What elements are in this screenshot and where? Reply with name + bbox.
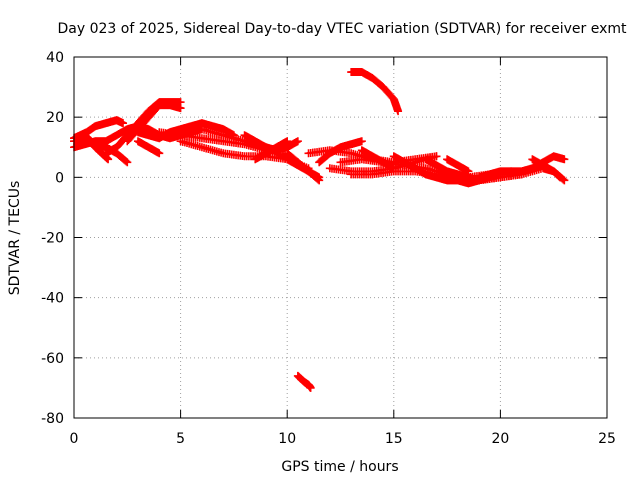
data-point [119,119,128,128]
data-point [306,383,315,392]
series-track-24 [475,152,569,182]
data-point [176,104,185,113]
y-tick-label: -60 [41,351,64,367]
y-tick-label: 20 [46,110,64,126]
x-axis-label: GPS time / hours [281,459,398,475]
data-point [122,157,131,166]
series-track-26 [347,68,403,116]
series-track-25 [528,155,565,182]
x-tick-label: 0 [70,431,79,447]
data-point [556,173,565,182]
data-point [123,158,132,167]
x-tick-label: 25 [598,431,616,447]
series-track-8 [133,137,164,158]
y-tick-label: -80 [41,411,64,427]
series-track-23 [443,155,473,176]
y-tick-label: 40 [46,50,64,66]
data-point [389,164,398,173]
data-point [293,137,302,146]
x-tick-label: 15 [385,431,403,447]
axis-ticks [73,56,608,419]
data-point [155,149,164,158]
y-tick-label: -20 [41,231,64,247]
data-point [283,137,292,146]
y-tick-label: 0 [55,170,64,186]
series-track-13 [251,137,292,164]
series-track-27 [293,371,315,392]
x-tick-label: 20 [491,431,509,447]
data-points [70,68,569,392]
data-point [315,176,324,185]
y-axis-label: SDTVAR / TECUs [7,181,23,296]
data-point [560,155,569,164]
data-point [104,155,113,164]
data-point [357,137,366,146]
y-tick-label: -40 [41,291,64,307]
data-point [432,152,441,161]
series-track-22 [421,155,526,185]
chart-title: Day 023 of 2025, Sidereal Day-to-day VTE… [58,21,628,37]
x-tick-label: 5 [176,431,185,447]
series-track-14 [283,149,324,185]
data-point [464,167,473,176]
series-track-20 [357,146,398,173]
data-point [560,176,569,185]
data-point [394,107,403,116]
data-point [314,175,323,184]
series-track-16 [315,137,366,167]
x-tick-label: 10 [278,431,296,447]
tick-labels: 0 5 10 15 20 25 -80 -60 -40 -20 0 20 40 [41,50,616,447]
